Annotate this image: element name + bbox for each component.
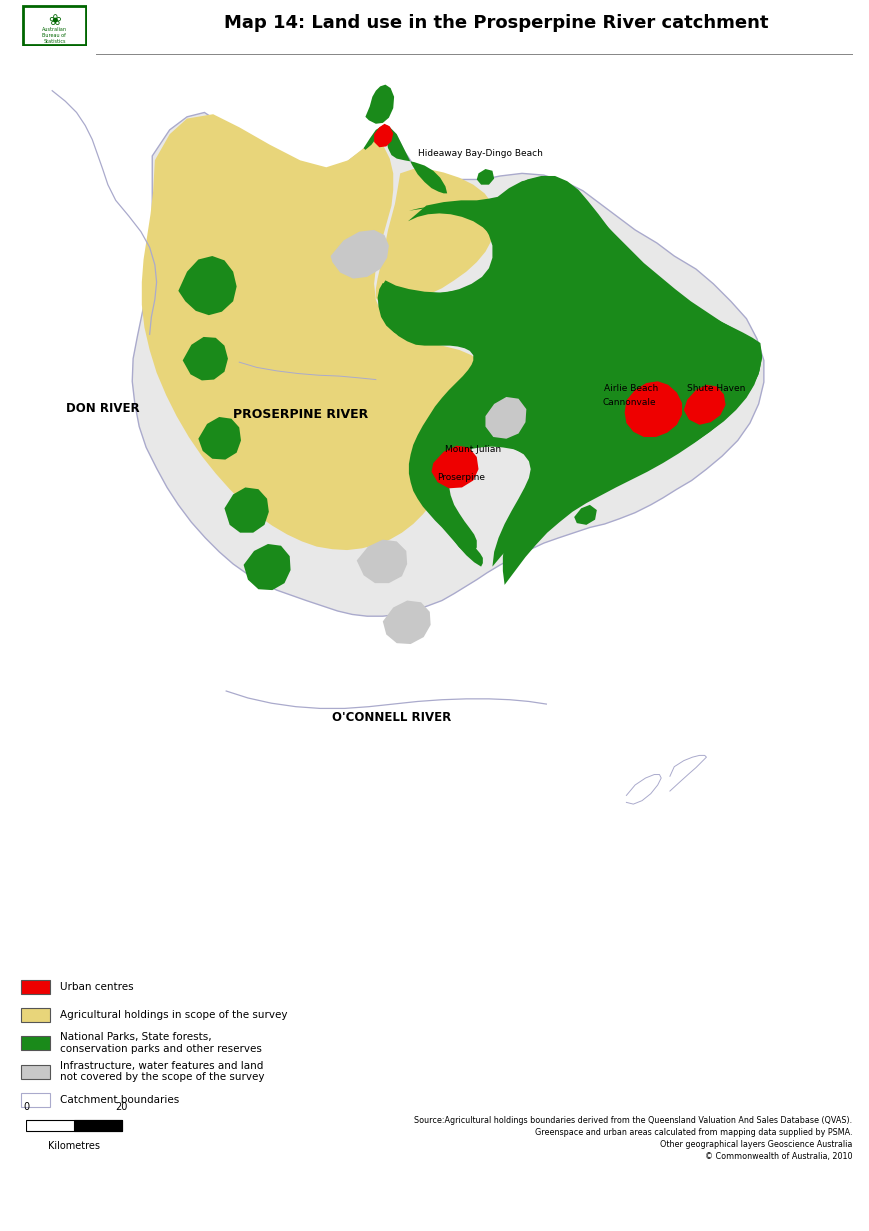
Polygon shape [431, 446, 478, 489]
Polygon shape [485, 396, 526, 438]
Polygon shape [330, 230, 388, 278]
Bar [74, 1120, 122, 1130]
Polygon shape [363, 126, 447, 193]
Polygon shape [178, 256, 236, 315]
Text: Source:Agricultural holdings boundaries derived from the Queensland Valuation An: Source:Agricultural holdings boundaries … [414, 1117, 852, 1161]
Text: Hideaway Bay-Dingo Beach: Hideaway Bay-Dingo Beach [417, 149, 542, 158]
Polygon shape [683, 385, 725, 425]
Text: Urban centres: Urban centres [60, 981, 134, 992]
Text: Cannonvale: Cannonvale [602, 398, 656, 406]
Polygon shape [377, 176, 761, 566]
Text: Shute Haven: Shute Haven [687, 384, 745, 393]
Polygon shape [601, 462, 626, 484]
Text: ❀: ❀ [48, 12, 61, 28]
Text: 0: 0 [23, 1102, 30, 1112]
Text: Infrastructure, water features and land
not covered by the scope of the survey: Infrastructure, water features and land … [60, 1061, 264, 1082]
Text: National Parks, State forests,
conservation parks and other reserves: National Parks, State forests, conservat… [60, 1033, 262, 1054]
Text: Airlie Beach: Airlie Beach [603, 384, 657, 393]
Polygon shape [356, 539, 407, 583]
Polygon shape [624, 382, 681, 437]
Polygon shape [365, 85, 394, 124]
Polygon shape [375, 169, 495, 307]
Polygon shape [382, 601, 430, 644]
Text: PROSERPINE RIVER: PROSERPINE RIVER [232, 407, 368, 421]
FancyBboxPatch shape [21, 1065, 50, 1078]
Text: 20: 20 [116, 1102, 128, 1112]
Polygon shape [132, 112, 763, 617]
Text: O'CONNELL RIVER: O'CONNELL RIVER [331, 710, 451, 724]
Bar [26, 1120, 122, 1130]
Text: Catchment boundaries: Catchment boundaries [60, 1094, 179, 1105]
FancyBboxPatch shape [21, 1037, 50, 1050]
Polygon shape [574, 505, 596, 524]
Polygon shape [374, 124, 393, 148]
Text: Kilometres: Kilometres [48, 1141, 100, 1151]
Text: DON RIVER: DON RIVER [66, 401, 139, 415]
Polygon shape [142, 114, 489, 550]
Polygon shape [476, 169, 494, 185]
Text: Proserpine: Proserpine [437, 473, 485, 481]
Polygon shape [182, 337, 228, 380]
Polygon shape [243, 544, 290, 590]
Polygon shape [378, 177, 761, 585]
Polygon shape [198, 417, 241, 459]
FancyBboxPatch shape [23, 6, 85, 44]
Text: Agricultural holdings in scope of the survey: Agricultural holdings in scope of the su… [60, 1009, 288, 1020]
Text: Australian
Bureau of
Statistics: Australian Bureau of Statistics [42, 27, 67, 43]
Text: Mount Julian: Mount Julian [445, 444, 501, 454]
FancyBboxPatch shape [21, 980, 50, 993]
Polygon shape [224, 487, 269, 533]
FancyBboxPatch shape [21, 1093, 50, 1107]
Text: Map 14: Land use in the Prosperpine River catchment: Map 14: Land use in the Prosperpine Rive… [223, 15, 767, 32]
FancyBboxPatch shape [21, 1008, 50, 1022]
